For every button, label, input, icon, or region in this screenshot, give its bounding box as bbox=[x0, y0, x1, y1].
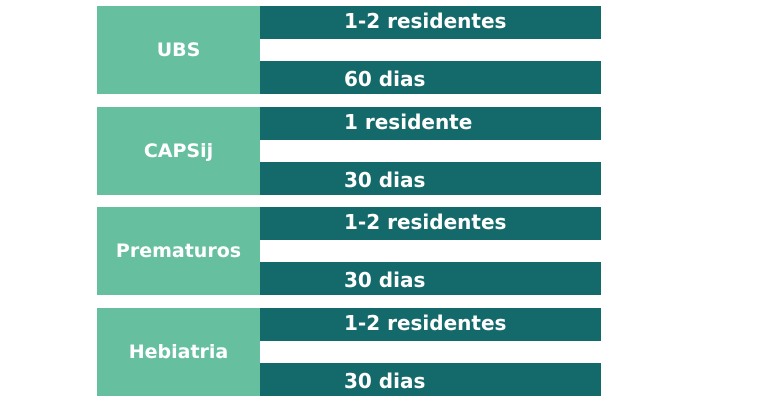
duration-bar: 30 dias bbox=[260, 363, 601, 396]
duration-bar: 60 dias bbox=[260, 61, 601, 94]
group-hebiatria: Hebiatria 1-2 residentes 30 dias bbox=[97, 308, 601, 396]
group-ubs: UBS 1-2 residentes 60 dias bbox=[97, 6, 601, 94]
group-capsij: CAPSij 1 residente 30 dias bbox=[97, 107, 601, 195]
residents-bar: 1-2 residentes bbox=[260, 207, 601, 240]
residents-bar: 1 residente bbox=[260, 107, 601, 140]
duration-bar: 30 dias bbox=[260, 162, 601, 195]
group-label: UBS bbox=[97, 6, 260, 94]
residents-bar: 1-2 residentes bbox=[260, 308, 601, 341]
group-prematuros: Prematuros 1-2 residentes 30 dias bbox=[97, 207, 601, 295]
residents-bar: 1-2 residentes bbox=[260, 6, 601, 39]
group-label: Prematuros bbox=[97, 207, 260, 295]
duration-bar: 30 dias bbox=[260, 262, 601, 295]
group-label: CAPSij bbox=[97, 107, 260, 195]
group-label: Hebiatria bbox=[97, 308, 260, 396]
